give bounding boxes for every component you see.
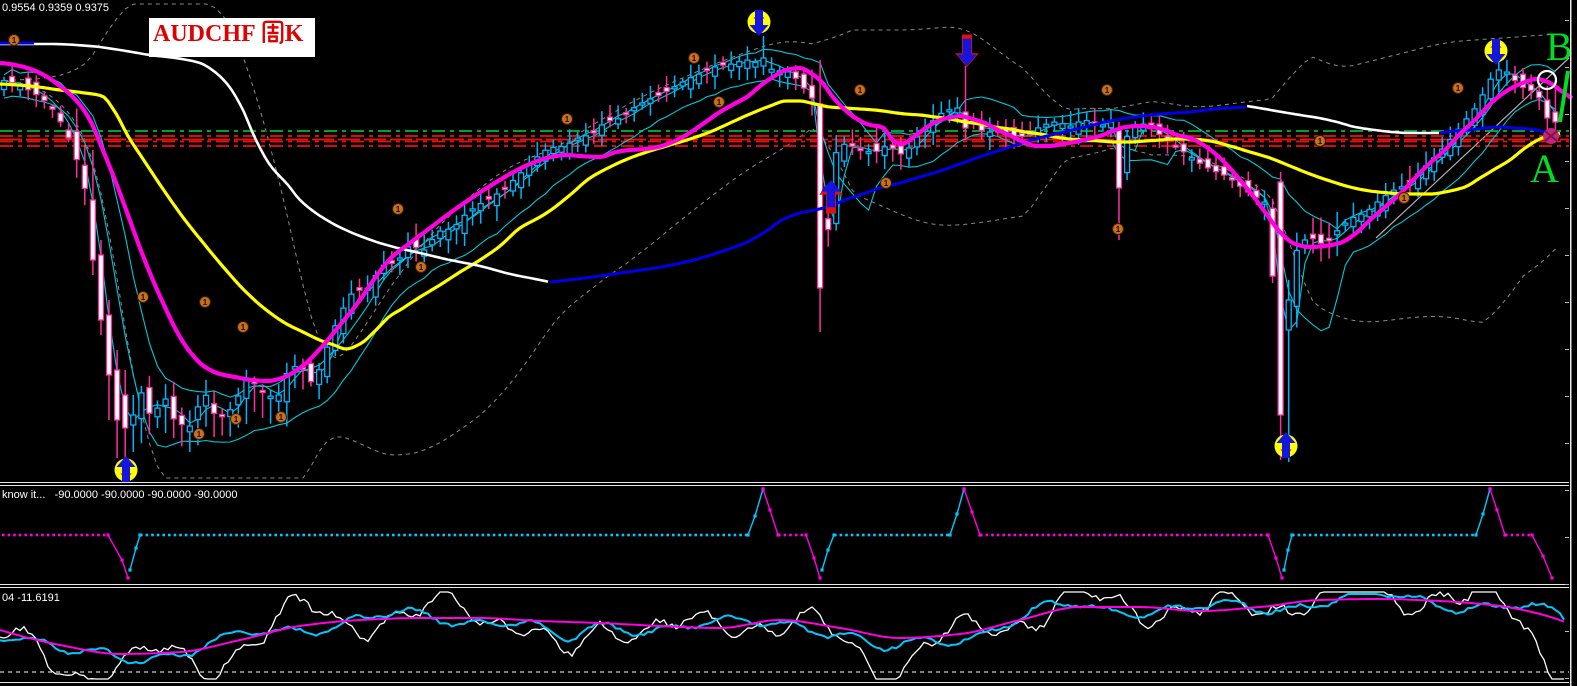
svg-text:1: 1 [1318,137,1323,146]
svg-text:1: 1 [203,298,208,307]
svg-text:B: B [1546,24,1573,69]
svg-text:1: 1 [241,323,246,332]
svg-text:1: 1 [1105,86,1110,95]
svg-text:1: 1 [884,179,889,188]
svg-text:A: A [1530,146,1559,191]
svg-text:1: 1 [279,413,284,422]
svg-text:1: 1 [692,54,697,63]
svg-text:1: 1 [1402,194,1407,203]
svg-text:1: 1 [396,205,401,214]
svg-text:1: 1 [1456,84,1461,93]
svg-text:1: 1 [1116,225,1121,234]
svg-text:1: 1 [12,36,17,45]
svg-text:1: 1 [419,263,424,272]
svg-text:1: 1 [565,115,570,124]
svg-text:1: 1 [234,415,239,424]
svg-text:1: 1 [858,86,863,95]
svg-text:1: 1 [197,430,202,439]
svg-text:1: 1 [717,98,722,107]
svg-text:1: 1 [141,293,146,302]
